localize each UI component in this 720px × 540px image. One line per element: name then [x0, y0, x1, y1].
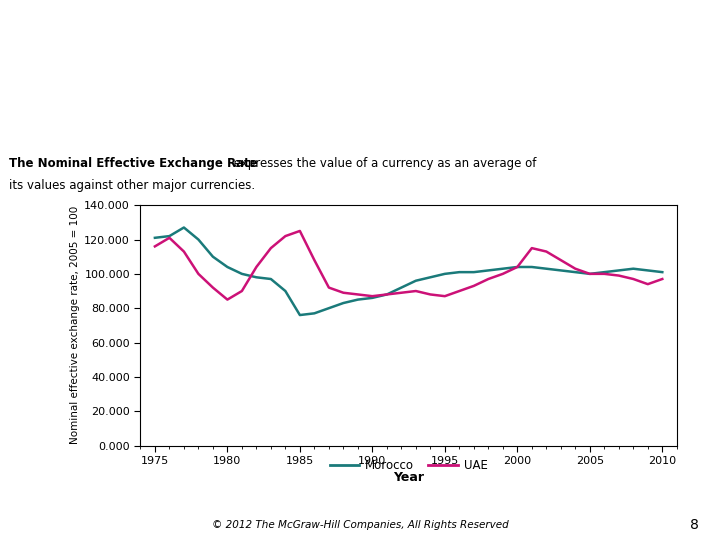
- Text: its values against other major currencies.: its values against other major currencie…: [9, 179, 256, 192]
- Legend: Morocco, UAE: Morocco, UAE: [325, 454, 492, 476]
- Text: The Nominal Effective Exchange Rate: The Nominal Effective Exchange Rate: [9, 157, 258, 170]
- Text: The Nominal Effective Exchange Rate for: The Nominal Effective Exchange Rate for: [86, 35, 634, 58]
- X-axis label: Year: Year: [393, 471, 424, 484]
- Text: expresses the value of a currency as an average of: expresses the value of a currency as an …: [230, 157, 537, 170]
- Text: Morocco and the UAE, 1975–2010: Morocco and the UAE, 1975–2010: [136, 87, 584, 111]
- Text: 8: 8: [690, 518, 699, 532]
- Text: © 2012 The McGraw-Hill Companies, All Rights Reserved: © 2012 The McGraw-Hill Companies, All Ri…: [212, 520, 508, 530]
- Y-axis label: Nominal effective exchange rate, 2005 = 100: Nominal effective exchange rate, 2005 = …: [70, 206, 80, 444]
